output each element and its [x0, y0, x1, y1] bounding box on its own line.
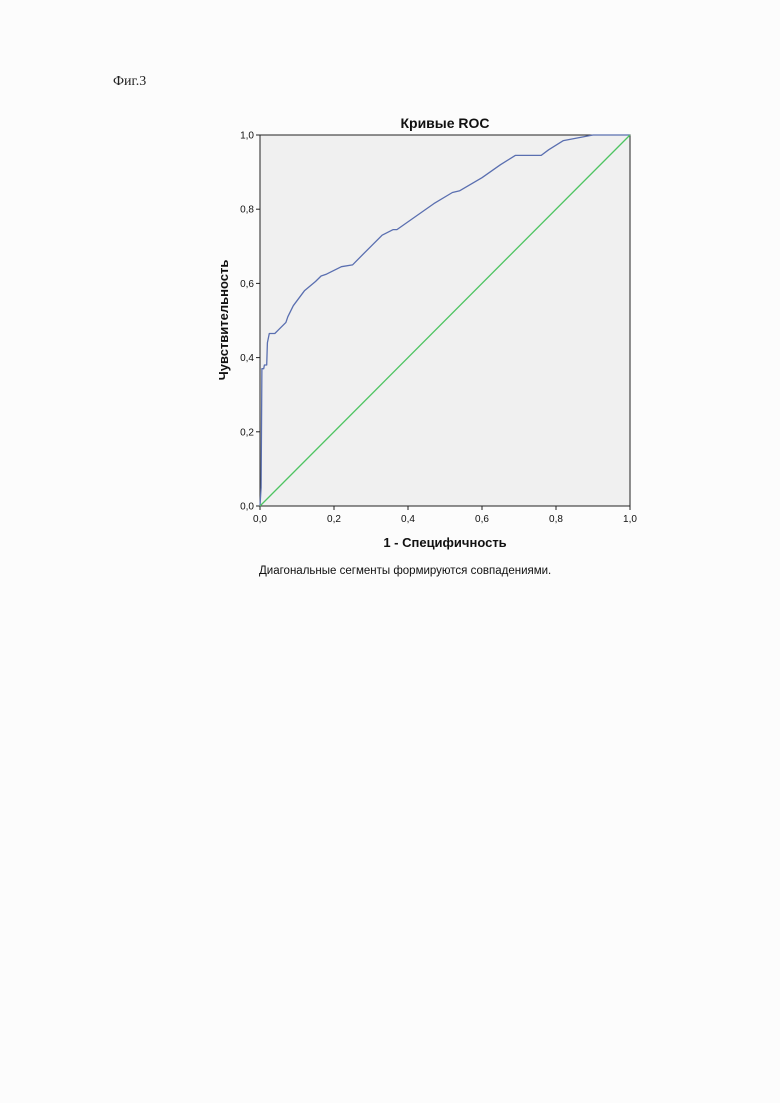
x-tick-label: 0,4 — [401, 514, 415, 525]
y-tick-label: 0,2 — [240, 427, 254, 438]
x-tick-label: 0,6 — [475, 514, 489, 525]
y-tick-label: 0,4 — [240, 353, 254, 364]
y-tick-label: 1,0 — [240, 131, 254, 142]
chart-footnote: Диагональные сегменты формируются совпад… — [259, 565, 551, 577]
roc-chart: Кривые ROC 0,0 0,2 0,4 0,6 0,8 1,0 0,0 0,2 0,4 0,… — [0, 0, 780, 600]
chart-title: Кривые ROC — [400, 115, 489, 131]
x-tick-label: 1,0 — [623, 514, 637, 525]
x-axis-label: 1 - Специфичность — [383, 535, 506, 550]
x-tick-label: 0,0 — [253, 514, 267, 525]
y-tick-label: 0,8 — [240, 205, 254, 216]
x-tick-label: 0,8 — [549, 514, 563, 525]
y-tick-label: 0,0 — [240, 502, 254, 513]
y-tick-label: 0,6 — [240, 279, 254, 290]
y-axis-label: Чувствительность — [216, 260, 231, 381]
x-tick-label: 0,2 — [327, 514, 341, 525]
